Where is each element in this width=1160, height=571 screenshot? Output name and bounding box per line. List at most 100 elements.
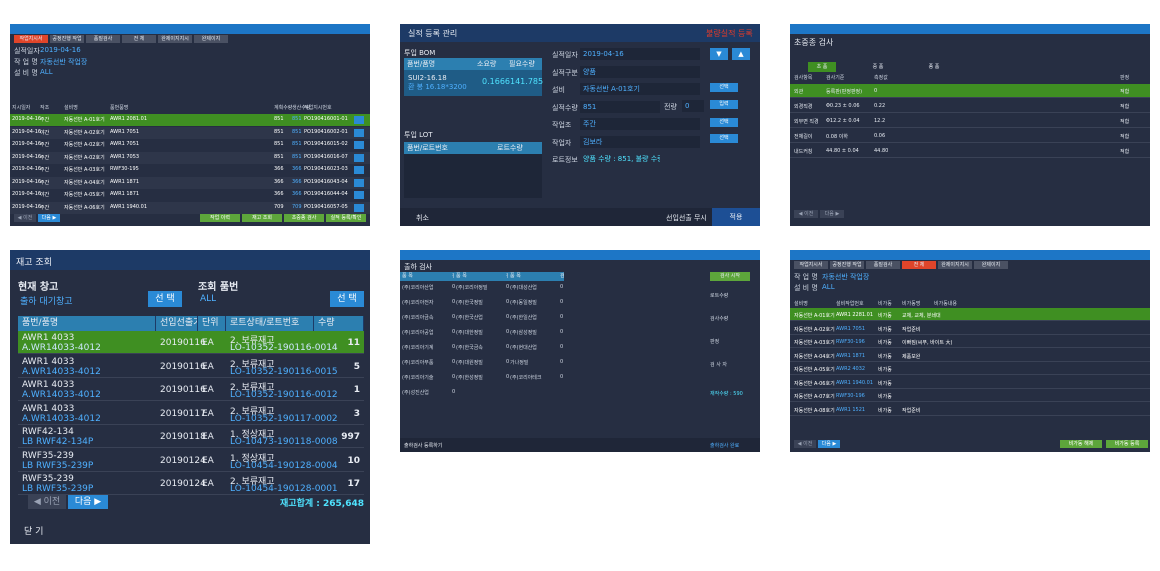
cell: 적합 xyxy=(1120,134,1130,140)
tab[interactable]: 작업지시서 xyxy=(794,261,828,269)
select-button[interactable]: 선 택 xyxy=(148,291,182,307)
table-row xyxy=(790,362,1150,375)
cell: 0 xyxy=(560,314,564,320)
field-value: ALL xyxy=(40,68,53,76)
cell: 12.2 xyxy=(874,118,886,124)
cell: AWR2 4032 xyxy=(836,366,866,372)
tab[interactable]: 전 체 xyxy=(122,35,156,43)
lot-status: 2. 보류재고 xyxy=(230,406,275,417)
cell: 0 xyxy=(506,374,510,380)
select-button[interactable]: 선택 xyxy=(710,118,738,127)
select-button[interactable]: 선 택 xyxy=(330,291,364,307)
tab[interactable]: 완제이지지시 xyxy=(158,35,192,43)
start-button[interactable] xyxy=(354,203,364,212)
button[interactable]: 작업 이력 xyxy=(200,214,240,222)
cell: 주간 xyxy=(40,154,50,161)
button[interactable]: 초중종 검사 xyxy=(284,214,324,222)
table-row xyxy=(790,375,1150,389)
button[interactable]: 실적 등록/확인 xyxy=(326,214,366,222)
tab[interactable]: 작업지시서 xyxy=(14,35,48,43)
cell: 작업준비 xyxy=(902,407,921,414)
select-button[interactable]: 선택 xyxy=(710,83,738,92)
arrow-button[interactable]: ▼ xyxy=(710,48,728,60)
tab[interactable]: 공정진행 작업 xyxy=(830,261,864,269)
shipping-panel: 출하 검사품 목검품 목검품 목검(주)코리아산업0(주)코리아정밀0(주)대성… xyxy=(400,250,760,452)
button[interactable]: 비가동 등록 xyxy=(1106,440,1148,448)
item-code: RWF35-239 xyxy=(22,474,74,484)
apply-button[interactable]: 적용 xyxy=(712,208,760,226)
cell: 366 xyxy=(292,166,302,172)
item-name: A.WR14033-4012 xyxy=(22,343,101,353)
tab[interactable]: 중 품 xyxy=(872,64,884,70)
tab[interactable]: 품질검사 xyxy=(86,35,120,43)
tab[interactable]: 완제이지 xyxy=(974,261,1008,269)
cell: AWR1 1521 xyxy=(836,406,866,413)
lot-status: 1. 정상재고 xyxy=(230,453,275,464)
right-button[interactable]: 출하검사 완료 xyxy=(710,443,740,449)
cell: PO190416015-02 xyxy=(304,141,348,147)
start-button[interactable] xyxy=(354,116,364,124)
quantity: 1 xyxy=(353,385,360,395)
table-row xyxy=(790,402,1150,416)
form-value: 김보라 xyxy=(580,135,700,148)
start-button[interactable] xyxy=(354,178,364,187)
button[interactable]: 비가동 해제 xyxy=(1060,440,1102,448)
cancel-button[interactable]: 취소 xyxy=(416,214,429,222)
work-order-panel: 작업지시서 공정진행 작업 품질검사 전 체 완제이지지시 완제이지 실적일자 2019-04… xyxy=(10,24,370,226)
bom-code: SUI2-16.18 xyxy=(408,74,447,82)
table-header: 판정 xyxy=(1120,75,1130,81)
field-value: 자동선반 작업장 xyxy=(40,58,88,66)
start-button[interactable] xyxy=(354,141,364,149)
cell: 0 xyxy=(452,344,456,350)
button[interactable]: 다음 ▶ xyxy=(818,440,840,448)
button[interactable]: ◀ 이전 xyxy=(794,210,818,218)
unit: EA xyxy=(202,338,214,348)
bom-header: 품번/품명 xyxy=(404,58,474,70)
tab[interactable]: 전 체 xyxy=(902,261,936,269)
bom-header: 소요량 xyxy=(474,58,506,70)
quantity: 3 xyxy=(353,408,360,419)
table-header: 비가동명 xyxy=(902,301,921,307)
start-button[interactable] xyxy=(354,191,364,199)
button[interactable]: 재고 조회 xyxy=(242,214,282,222)
start-button[interactable] xyxy=(354,153,364,162)
form-label: 실적수량 xyxy=(552,103,578,112)
button[interactable]: ◀ 이전 xyxy=(794,440,816,448)
form-label: 로트정보 xyxy=(552,156,578,164)
start-button[interactable] xyxy=(354,166,364,174)
arrow-button[interactable]: ▲ xyxy=(732,48,750,60)
cell: 2019-04-16 xyxy=(12,116,42,122)
table-header: 품 목 xyxy=(508,272,558,281)
fifo-date: 20190116 xyxy=(160,338,206,348)
tab[interactable]: 공정진행 작업 xyxy=(50,35,84,43)
close-button[interactable]: 닫 기 xyxy=(24,527,44,537)
select-button[interactable]: 선택 xyxy=(710,134,738,143)
cell: 자동선반 A-05호기 xyxy=(64,192,105,198)
cell: 자동선반 A-01호기 xyxy=(794,313,835,319)
start-button[interactable] xyxy=(354,128,364,137)
field-label: 설 비 명 xyxy=(14,69,38,77)
start-button[interactable]: 검사 시작 xyxy=(710,272,750,281)
cell: 0 xyxy=(560,374,564,380)
cell: (주)한국산업 xyxy=(456,315,483,321)
tab[interactable]: 품질검사 xyxy=(866,261,900,269)
fifo-toggle[interactable]: 선입선출 무시 xyxy=(666,214,707,222)
tab[interactable]: 완제이지지시 xyxy=(938,261,972,269)
tab[interactable]: 완제이지 xyxy=(194,35,228,43)
tab[interactable]: 초 품 xyxy=(808,62,836,72)
left-button[interactable]: 출하검사 등록하기 xyxy=(404,443,443,449)
cell: AWR1 1871 xyxy=(110,191,140,197)
select-button[interactable]: 입력 xyxy=(710,100,738,109)
cell: 자동선반 A-07호기 xyxy=(794,394,835,400)
button[interactable]: 다음 ▶ xyxy=(820,210,844,218)
lot-status: 2. 보류재고 xyxy=(230,383,275,393)
next-button[interactable]: 다음 ▶ xyxy=(68,495,108,509)
button[interactable]: ◀ 이전 xyxy=(14,214,36,222)
tab[interactable]: 종 품 xyxy=(928,64,940,70)
prev-button[interactable]: ◀ 이전 xyxy=(28,495,66,509)
result-panel: 실적 등록 관리 불량실적 등록 투입 BOM 품번/품명 소요량 필요수량 SUI2-16… xyxy=(400,24,760,226)
cell: 0 xyxy=(560,299,564,305)
lot-status: 2. 보류재고 xyxy=(230,359,275,370)
cell: AWR1 2081.01 xyxy=(110,116,148,122)
button[interactable]: 다음 ▶ xyxy=(38,214,60,222)
